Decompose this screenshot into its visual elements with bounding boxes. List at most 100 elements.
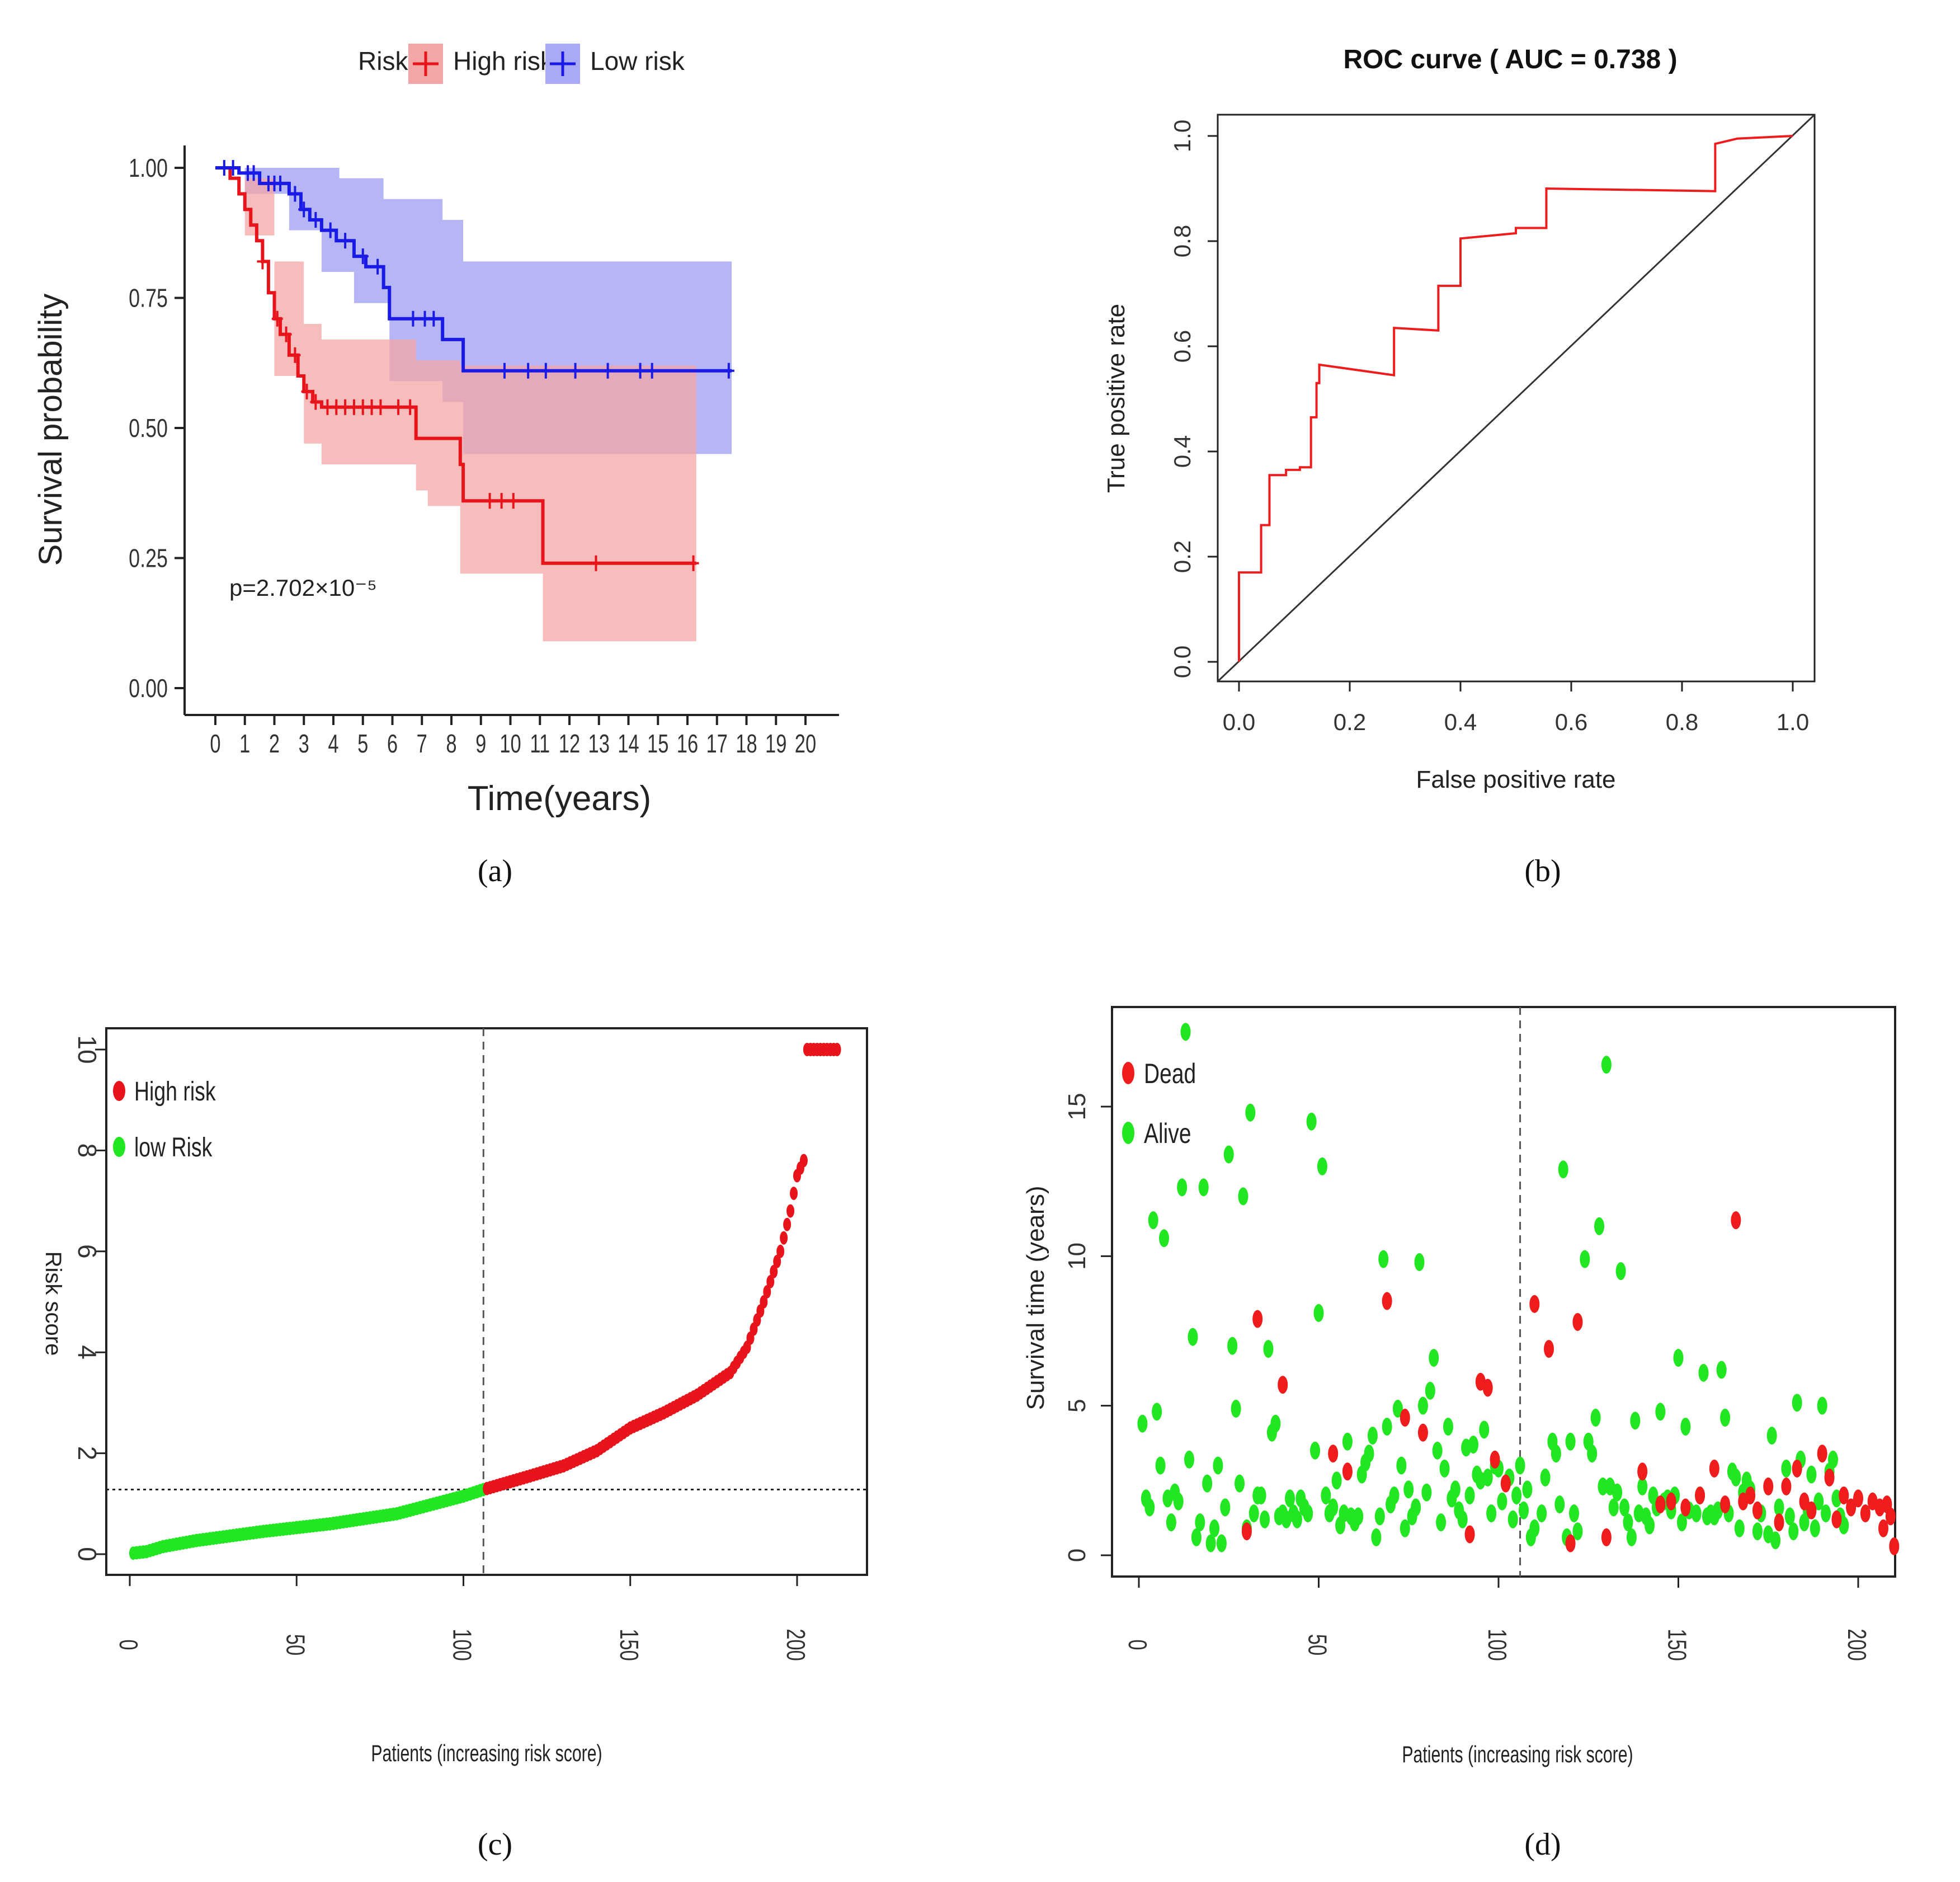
km-x-tick-label: 11 [530, 729, 550, 758]
status-point-alive [1813, 1492, 1824, 1511]
status-y-axis-label: Survival time (years) [1022, 1186, 1049, 1410]
status-point-alive [1392, 1400, 1403, 1418]
risk-y-tick-label: 2 [73, 1446, 102, 1461]
km-y-tick-label: 0.50 [129, 414, 168, 443]
roc-diagonal [1217, 114, 1816, 683]
status-point-alive [1637, 1478, 1648, 1496]
km-x-tick-label: 16 [677, 729, 698, 758]
status-point-alive [1227, 1337, 1238, 1355]
status-point-alive [1443, 1418, 1453, 1436]
status-point-alive [1734, 1519, 1745, 1537]
risk-x-tick-label: 0 [114, 1639, 143, 1650]
risk-point [770, 1264, 778, 1278]
km-x-tick-label: 0 [210, 729, 220, 758]
km-confidence-bands [215, 168, 732, 642]
status-point-dead [1695, 1486, 1705, 1505]
risk-y-tick-label: 4 [73, 1345, 102, 1359]
status-point-alive [1572, 1522, 1583, 1541]
km-p-value: p=2.702×10⁻⁵ [229, 575, 377, 601]
status-point-alive [1195, 1513, 1205, 1532]
status-point-alive [1403, 1480, 1414, 1499]
roc-curve [1238, 135, 1793, 662]
status-point-alive [1598, 1478, 1608, 1496]
km-x-tick-label: 14 [618, 729, 639, 758]
status-point-dead [1637, 1462, 1648, 1481]
panel-label-d: (d) [1524, 1827, 1561, 1862]
risk-point [833, 1043, 841, 1056]
km-censor-marks [218, 160, 734, 571]
roc-y-tick-label: 0.0 [1169, 646, 1195, 678]
status-point-alive [1411, 1498, 1421, 1517]
status-point-dead [1601, 1528, 1612, 1546]
risk-legend-low-label: low Risk [134, 1133, 213, 1163]
status-point-alive [1177, 1178, 1188, 1197]
km-y-ticks: 0.00 0.25 0.50 0.75 1.00 [129, 154, 185, 703]
status-point-dead [1680, 1498, 1691, 1517]
status-points [1137, 1023, 1900, 1555]
status-point-alive [1202, 1474, 1213, 1493]
status-point-dead [1572, 1312, 1583, 1331]
status-point-alive [1328, 1498, 1339, 1517]
status-point-alive [1806, 1465, 1817, 1484]
km-legend-high-label: High risk [453, 46, 554, 76]
status-point-alive [1482, 1468, 1493, 1486]
panel-label-b: (b) [1524, 854, 1561, 888]
status-y-ticks: 0 5 10 15 [1063, 1093, 1112, 1562]
status-point-alive [1152, 1403, 1162, 1421]
km-x-tick-label: 6 [387, 729, 398, 758]
risk-point [773, 1254, 781, 1268]
km-y-tick-label: 0.25 [129, 544, 168, 572]
status-point-alive [1468, 1436, 1478, 1454]
risk-point [776, 1244, 785, 1258]
status-point-alive [1342, 1432, 1353, 1451]
roc-x-tick-label: 0.6 [1555, 709, 1587, 735]
status-point-alive [1752, 1522, 1763, 1541]
risk-point [783, 1217, 791, 1231]
status-x-tick-label: 0 [1123, 1639, 1152, 1650]
roc-chart: ROC curve ( AUC = 0.738 ) 0.0 0.2 0.4 0.6 0.… [1102, 45, 1816, 793]
roc-x-tick-label: 1.0 [1777, 709, 1809, 735]
survival-status-chart: 0 50 100 150 200 0 5 10 15 Dead Alive Patients … [1022, 1006, 1900, 1767]
status-point-alive [1432, 1441, 1443, 1460]
km-x-tick-label: 19 [765, 729, 786, 758]
status-point-alive [1623, 1513, 1633, 1532]
risk-y-tick-label: 10 [73, 1035, 102, 1064]
status-point-alive [1619, 1498, 1630, 1517]
status-x-tick-label: 50 [1303, 1634, 1332, 1655]
status-point-dead [1720, 1495, 1731, 1514]
status-point-alive [1180, 1023, 1191, 1041]
status-point-alive [1148, 1211, 1158, 1230]
km-legend-low-label: Low risk [590, 46, 685, 76]
status-point-alive [1515, 1456, 1525, 1475]
status-point-alive [1551, 1445, 1561, 1463]
status-point-alive [1223, 1145, 1234, 1164]
status-point-alive [1173, 1492, 1184, 1511]
km-x-tick-label: 1 [239, 729, 250, 758]
roc-x-axis-label: False positive rate [1416, 766, 1615, 793]
status-point-alive [1367, 1427, 1378, 1445]
status-point-dead [1709, 1459, 1719, 1478]
status-point-alive [1414, 1253, 1425, 1272]
status-point-dead [1817, 1445, 1827, 1463]
panel-label-a: (a) [478, 854, 512, 888]
status-y-tick-label: 5 [1063, 1399, 1091, 1412]
status-point-alive [1270, 1414, 1281, 1433]
status-point-alive [1716, 1361, 1727, 1379]
risk-point [766, 1274, 775, 1288]
status-legend-dead-marker [1122, 1062, 1134, 1084]
status-point-alive [1766, 1427, 1777, 1445]
status-point-alive [1792, 1394, 1802, 1412]
status-point-dead [1417, 1423, 1428, 1442]
status-point-dead [1889, 1537, 1900, 1555]
status-point-alive [1565, 1432, 1576, 1451]
km-x-axis-label: Time(years) [468, 779, 651, 818]
status-legend-alive-label: Alive [1144, 1117, 1191, 1149]
status-point-alive [1321, 1486, 1331, 1505]
status-point-alive [1285, 1489, 1295, 1508]
roc-y-tick-label: 0.2 [1169, 540, 1195, 573]
status-point-alive [1421, 1483, 1432, 1502]
status-point-dead [1878, 1519, 1889, 1537]
risk-x-axis-label: Patients (increasing risk score) [371, 1740, 602, 1766]
status-point-alive [1400, 1519, 1410, 1537]
status-point-alive [1364, 1445, 1374, 1463]
